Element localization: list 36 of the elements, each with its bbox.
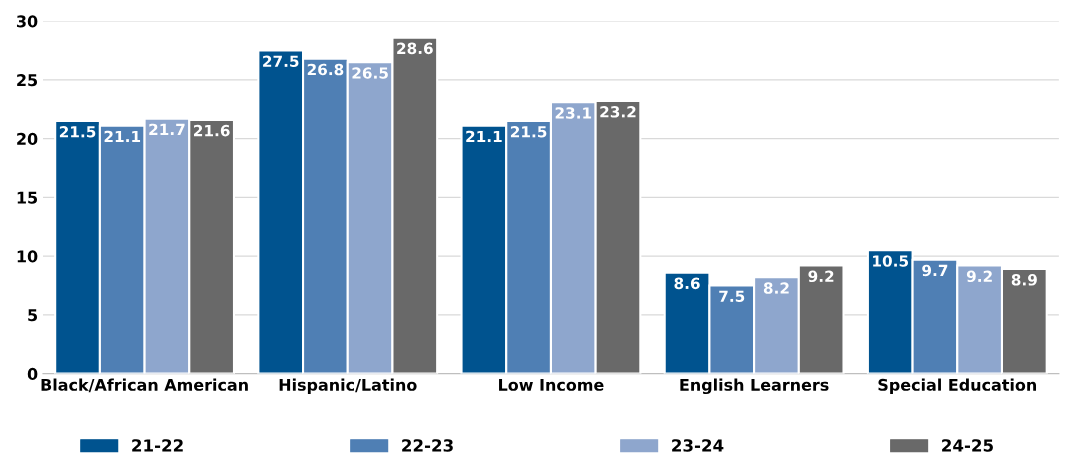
data-label: 9.2	[808, 270, 834, 283]
data-label: 26.5	[352, 67, 388, 79]
data-label: 21.1	[104, 130, 141, 143]
y-tick-label: 30	[16, 15, 38, 28]
legend-label: 24-25	[942, 439, 993, 452]
data-label: 7.5	[719, 290, 745, 303]
legend-label: 23-24	[672, 439, 724, 452]
data-label: 27.5	[263, 55, 299, 68]
data-label: 21.1	[466, 130, 502, 143]
legend-label: 21-22	[132, 439, 183, 452]
data-label: 9.7	[922, 264, 948, 277]
x-tick-label: Low Income	[499, 379, 604, 391]
data-label: 28.6	[397, 42, 433, 55]
data-label: 21.6	[194, 124, 230, 137]
data-label: 26.8	[307, 63, 344, 76]
y-tick-label: 15	[17, 191, 38, 204]
data-label: 9.2	[966, 270, 992, 283]
y-tick-label: 10	[17, 250, 38, 263]
data-label: 10.5	[873, 255, 909, 267]
x-tick-label: English Learners	[680, 378, 829, 395]
data-label: 23.1	[555, 107, 592, 119]
data-label: 21.7	[149, 123, 185, 135]
y-tick-label: 25	[17, 74, 38, 87]
y-tick-label: 20	[17, 132, 38, 145]
data-label: 8.2	[763, 282, 789, 294]
data-label: 23.2	[600, 106, 636, 118]
y-tick-label: 0	[27, 367, 38, 380]
legend-label: 22-23	[402, 439, 453, 452]
y-tick-label: 5	[28, 309, 38, 322]
data-label: 21.5	[59, 125, 96, 138]
data-label: 21.5	[510, 125, 547, 138]
x-tick-label: Special Education	[878, 378, 1037, 394]
x-tick-label: Hispanic/Latino	[279, 378, 417, 394]
x-tick-label: Black/African American	[41, 378, 248, 393]
data-label: 8.6	[674, 277, 700, 290]
data-label: 8.9	[1011, 274, 1037, 286]
